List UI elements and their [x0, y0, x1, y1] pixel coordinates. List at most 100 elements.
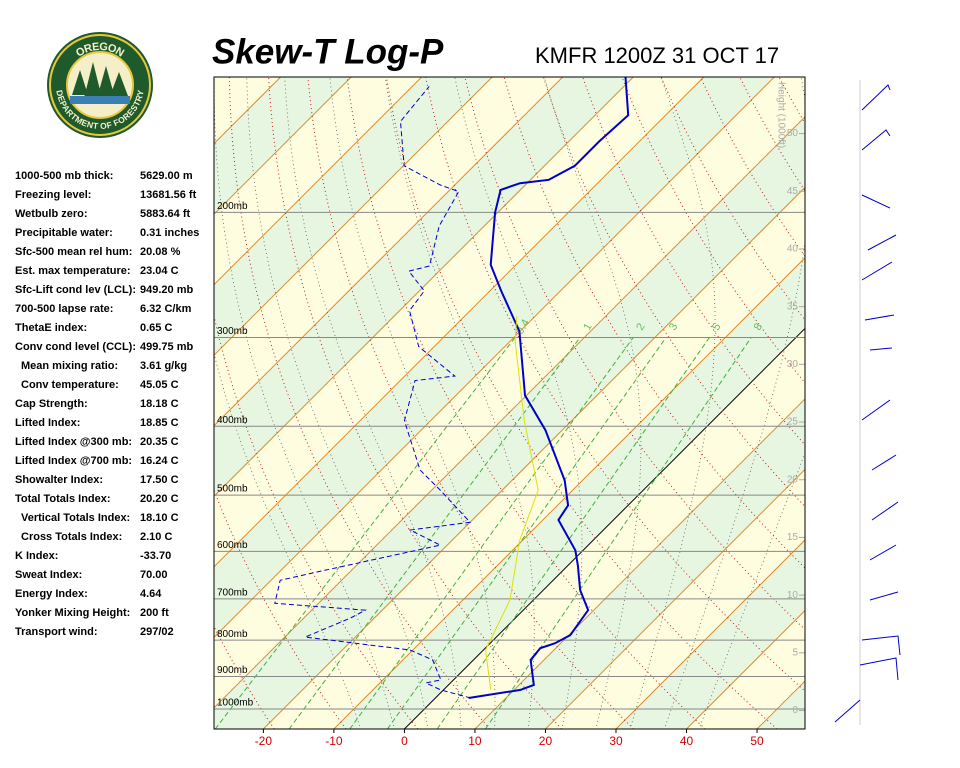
mixing-ratio-label: 2	[634, 321, 647, 332]
moist-adiabat	[284, 77, 462, 729]
y2-tick-label: 5	[792, 647, 798, 658]
x-tick-label: -10	[325, 734, 343, 748]
logo: OREGON DEPARTMENT OF FORESTRY	[47, 32, 153, 138]
barbs	[834, 84, 901, 723]
isotherm	[545, 468, 805, 729]
stat-value: 6.32 C/km	[140, 303, 192, 315]
dry-adiabat	[542, 77, 805, 508]
dry-adiabat	[385, 77, 778, 729]
logo-ring-inner	[49, 34, 151, 136]
x-tick-label: 50	[750, 734, 764, 748]
stat-label: Cap Strength:	[15, 398, 88, 410]
mixing-ratio-label: 5	[710, 321, 723, 332]
wind-barbs	[834, 80, 901, 725]
dry-adiabat	[307, 77, 634, 729]
y2-tick-label: 15	[787, 532, 799, 543]
isotherm	[474, 398, 805, 729]
isotherm	[214, 77, 775, 639]
y2-tick-label: 40	[787, 244, 799, 255]
mixing-ratio-label: 8	[752, 321, 765, 332]
y-tick-label: 700mb	[217, 588, 248, 599]
y-tick-label: 1000mb	[217, 698, 254, 709]
stat-label: Freezing level:	[15, 189, 91, 201]
dry-adiabat	[817, 75, 960, 729]
stat-value: 13681.56 ft	[140, 189, 197, 201]
profile-line	[468, 77, 630, 699]
chart-subtitle: KMFR 1200Z 31 OCT 17	[535, 43, 779, 68]
isotherm	[214, 77, 705, 568]
isotherm-band	[214, 116, 805, 729]
stat-label: K Index:	[15, 550, 58, 562]
y2-axis-label: Height (1000ft)	[775, 82, 786, 148]
y2-tick-label: 50	[787, 128, 799, 139]
y2-tick-label: 10	[787, 590, 799, 601]
isotherm	[214, 77, 493, 356]
mixing-ratio-line	[214, 337, 516, 729]
x-tick-label: 20	[539, 734, 553, 748]
stat-value: 20.35 C	[140, 436, 179, 448]
y2-tick-label: 0	[792, 705, 798, 716]
stat-value: -33.70	[140, 550, 171, 562]
dry-adiabat	[346, 77, 706, 729]
stat-label: Precipitable water:	[15, 227, 113, 239]
stat-label: Conv cond level (CCL):	[15, 341, 136, 353]
y2-tick-label: 30	[787, 359, 799, 370]
diagram-background	[214, 75, 960, 729]
stat-label: Conv temperature:	[21, 379, 119, 391]
stat-label: Total Totals Index:	[15, 493, 111, 505]
stat-value: 70.00	[140, 569, 168, 581]
isotherm	[214, 116, 805, 709]
y-tick-label: 200mb	[217, 201, 248, 212]
stat-value: 3.61 g/kg	[140, 360, 187, 372]
moist-adiabat	[214, 352, 362, 729]
stat-value: 17.50 C	[140, 474, 179, 486]
moist-adiabat	[246, 77, 429, 729]
profile-line	[274, 86, 472, 699]
stat-value: 297/02	[140, 626, 174, 638]
mixing-ratio-line	[288, 337, 581, 729]
stat-label: Lifted Index:	[15, 417, 80, 429]
stat-label: Energy Index:	[15, 588, 88, 600]
stat-value: 4.64	[140, 588, 162, 600]
stat-value: 0.65 C	[140, 322, 172, 334]
stat-value: 20.08 %	[140, 246, 181, 258]
moist-adiabat	[543, 77, 642, 729]
y-tick-label: 800mb	[217, 629, 248, 640]
profile-group	[274, 86, 472, 699]
stat-value: 23.04 C	[140, 265, 179, 277]
mixing-ratio-label: 1	[581, 321, 594, 332]
isotherm	[214, 77, 352, 215]
dry-adiabat	[935, 75, 960, 729]
x-tick-label: 30	[609, 734, 623, 748]
stats-table: 1000-500 mb thick: 5629.00 m Freezing leve…	[15, 170, 199, 638]
isotherm-band	[828, 77, 960, 729]
stat-label: ThetaE index:	[15, 322, 87, 334]
moist-adiabat	[214, 77, 395, 729]
stat-value: 18.85 C	[140, 417, 179, 429]
dry-adiabat	[425, 77, 805, 692]
profile-group	[485, 316, 539, 690]
isotherm	[333, 257, 805, 729]
isotherm	[686, 609, 805, 729]
stat-value: 5883.64 ft	[140, 208, 190, 220]
stat-value: 5629.00 m	[140, 170, 193, 182]
dry-adiabat	[228, 77, 491, 729]
stat-value: 2.10 C	[140, 531, 172, 543]
stat-value: 18.18 C	[140, 398, 179, 410]
x-tick-label: 10	[468, 734, 482, 748]
y2-tick-label: 35	[787, 301, 799, 312]
y-tick-label: 900mb	[217, 665, 248, 676]
stat-value: 949.20 mb	[140, 284, 193, 296]
chart-title: Skew-T Log-P	[212, 32, 444, 71]
stat-label: 700-500 lapse rate:	[15, 303, 113, 315]
plot-frame	[213, 76, 806, 730]
moist-adiabat	[384, 77, 535, 729]
x-tick-label: -20	[255, 734, 273, 748]
stat-label: Showalter Index:	[15, 474, 103, 486]
isotherm	[828, 77, 960, 729]
stat-label: Lifted Index @300 mb:	[15, 436, 132, 448]
stat-value: 18.10 C	[140, 512, 179, 524]
mixing-ratio-line	[349, 337, 634, 729]
logo-water	[70, 96, 130, 104]
stat-label: Yonker Mixing Height:	[15, 607, 130, 619]
